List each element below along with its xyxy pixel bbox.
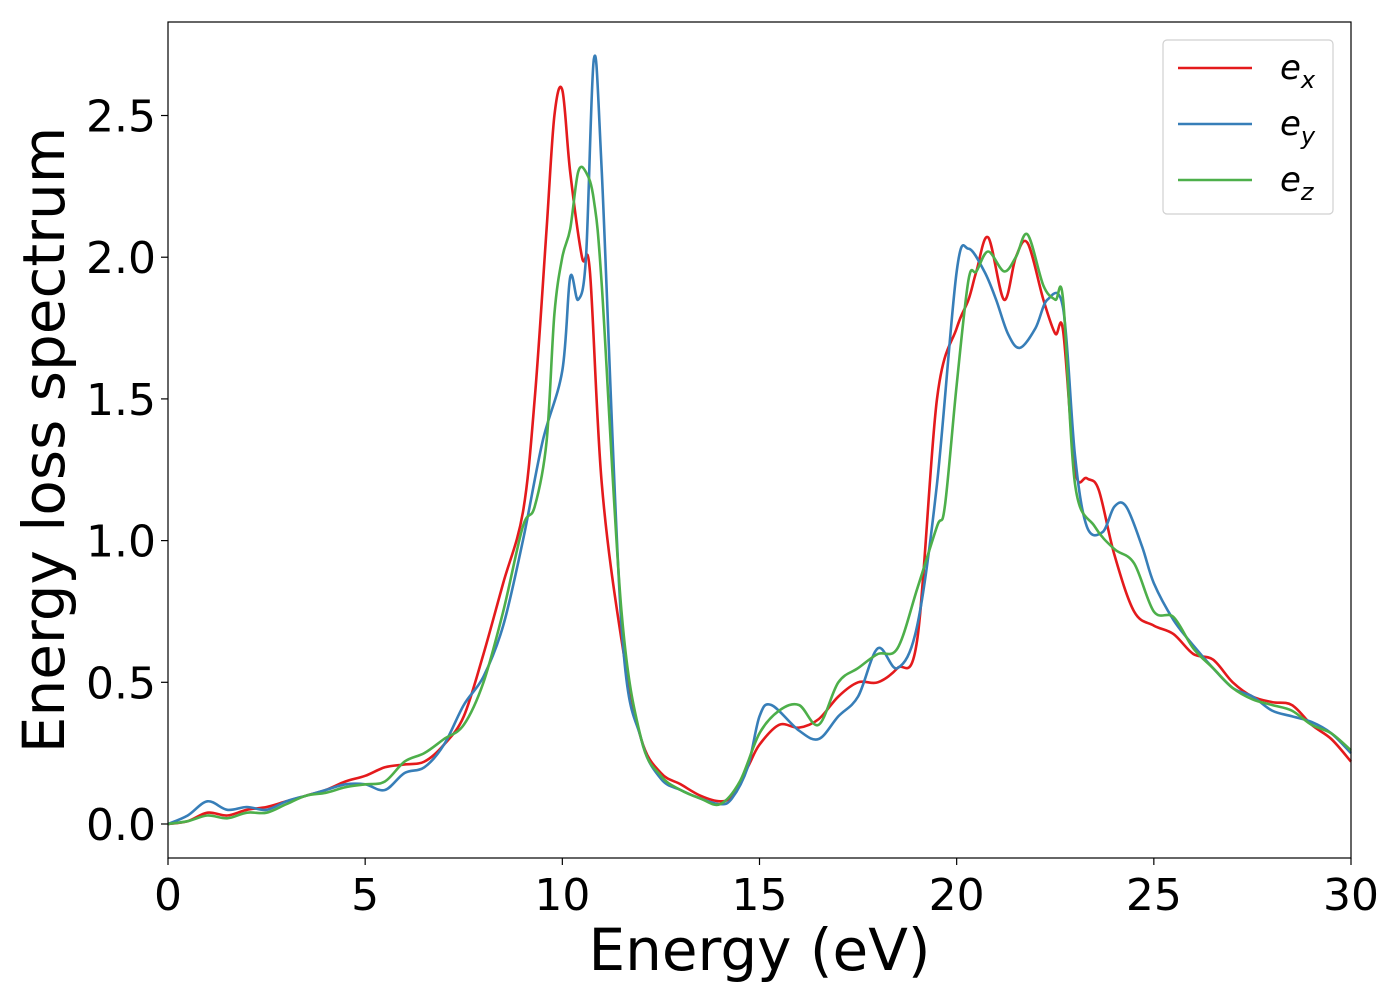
y-tick-label: 1.5 bbox=[86, 375, 156, 426]
x-tick-label: 30 bbox=[1323, 870, 1379, 921]
series-line-ey bbox=[167, 54, 1352, 826]
x-tick-label: 15 bbox=[732, 870, 788, 921]
y-tick-label: 2.5 bbox=[86, 92, 156, 143]
x-tick-label: 5 bbox=[351, 870, 379, 921]
y-tick-label: 2.0 bbox=[86, 233, 156, 284]
y-axis-label: Energy loss spectrum bbox=[10, 127, 78, 753]
x-tick-label: 0 bbox=[154, 870, 182, 921]
legend-label: ez bbox=[1280, 160, 1315, 206]
y-axis: 0.0 0.5 1.0 1.5 2.0 2.5 bbox=[86, 92, 168, 851]
y-tick-label: 1.0 bbox=[86, 517, 156, 568]
x-tick-label: 25 bbox=[1126, 870, 1182, 921]
x-axis-label: Energy (eV) bbox=[588, 916, 930, 984]
x-tick-label: 10 bbox=[534, 870, 590, 921]
legend-label: ey bbox=[1280, 104, 1316, 150]
x-axis: 0 5 10 15 20 25 30 bbox=[154, 858, 1379, 921]
legend-box bbox=[1162, 39, 1334, 215]
legend-label: ex bbox=[1280, 48, 1316, 94]
y-tick-label: 0.5 bbox=[86, 658, 156, 709]
x-tick-label: 20 bbox=[929, 870, 985, 921]
y-tick-label: 0.0 bbox=[86, 800, 156, 851]
legend: ex ey ez bbox=[1162, 39, 1334, 215]
series-line-ez bbox=[167, 165, 1352, 826]
series-layer bbox=[167, 54, 1352, 826]
